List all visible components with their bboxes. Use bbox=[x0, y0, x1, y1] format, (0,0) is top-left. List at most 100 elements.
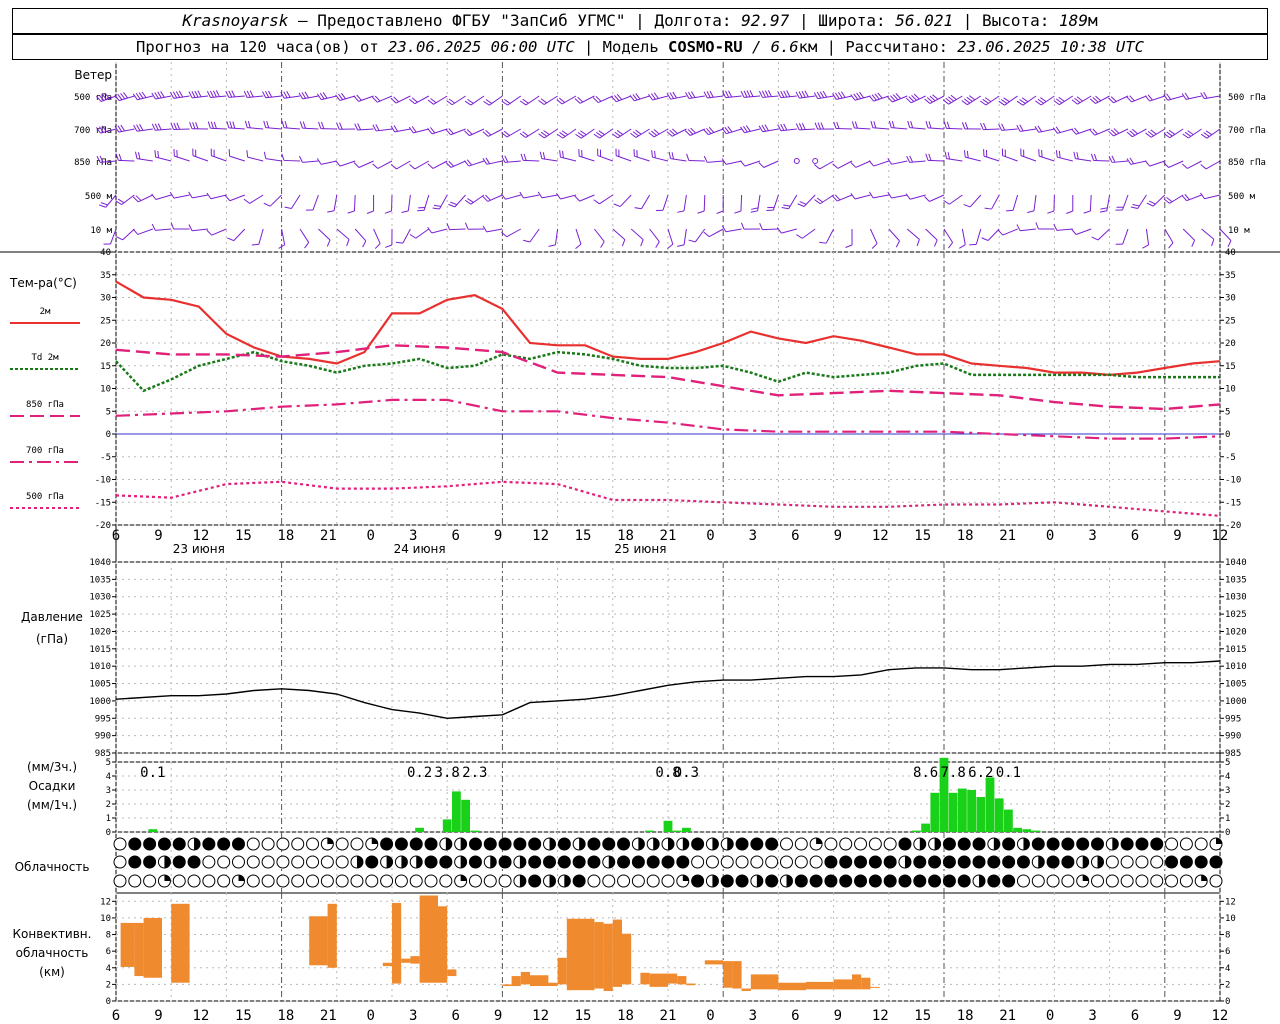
wind-barb-feather bbox=[466, 129, 473, 135]
precip-sum-label: 7.8 bbox=[941, 765, 966, 781]
x-tick-label-bottom: 18 bbox=[617, 1008, 634, 1024]
wind-barb-feather bbox=[99, 155, 104, 163]
precip-bar bbox=[672, 830, 682, 832]
wind-barb-feather bbox=[725, 90, 730, 98]
x-tick-label: 6 bbox=[1131, 528, 1139, 544]
cloud-cover-full bbox=[1002, 838, 1015, 850]
wind-barb bbox=[975, 228, 982, 245]
wind-barb-feather bbox=[213, 121, 217, 129]
wind-level-left: 500 м bbox=[85, 192, 113, 202]
cloud-cover-full bbox=[395, 838, 408, 850]
wind-barb-feather bbox=[268, 90, 273, 98]
wind-barb-feather bbox=[137, 152, 141, 160]
x-tick-label: 9 bbox=[494, 528, 502, 544]
wind-barb-feather bbox=[745, 125, 751, 132]
wind-barb-feather bbox=[319, 92, 325, 100]
wind-barb-feather bbox=[209, 90, 214, 98]
wind-barb-feather bbox=[944, 151, 948, 159]
cloud-cover-full bbox=[973, 856, 986, 868]
y-tick-label-left: 995 bbox=[95, 714, 111, 724]
wind-barb bbox=[1206, 128, 1221, 139]
wind-barb-feather bbox=[1055, 150, 1058, 158]
wind-barb bbox=[543, 95, 558, 105]
cloud-cover-circle bbox=[1061, 874, 1075, 888]
wind-barb-feather bbox=[372, 96, 378, 103]
wind-barb-feather bbox=[1168, 242, 1174, 249]
wind-barb-feather bbox=[684, 130, 691, 136]
y-tick-label-right: 1005 bbox=[1225, 680, 1247, 690]
y-tick-label-right: -15 bbox=[1225, 498, 1241, 508]
conv-cloud-bar bbox=[401, 958, 411, 963]
cloud-cover-partial bbox=[682, 838, 689, 850]
wind-barb-feather bbox=[1191, 240, 1196, 247]
wind-barb bbox=[118, 159, 135, 162]
wind-barb-feather bbox=[1055, 98, 1063, 104]
cloud-cover-partial bbox=[519, 875, 526, 887]
cloud-cover-circle bbox=[113, 837, 127, 851]
wind-barb-feather bbox=[433, 204, 442, 207]
wind-barb-feather bbox=[669, 92, 675, 99]
cloud-cover-full bbox=[528, 875, 541, 887]
wind-barb-feather bbox=[1147, 94, 1153, 101]
precip-sum-label: 3.8 bbox=[435, 765, 460, 781]
wind-barb bbox=[554, 228, 559, 245]
y-tick-label-left: -5 bbox=[100, 453, 111, 463]
wind-barb bbox=[312, 194, 319, 211]
cloud-cover-full bbox=[691, 838, 704, 850]
wind-barb-feather bbox=[887, 158, 892, 165]
wind-barb-feather bbox=[117, 125, 123, 132]
precip-bar bbox=[470, 830, 480, 832]
wind-barb-feather bbox=[1083, 210, 1091, 214]
conv-cloud-bar bbox=[171, 903, 190, 983]
wind-barb-feather bbox=[688, 91, 693, 99]
cloud-cover-partial bbox=[238, 875, 245, 881]
wind-barb-feather bbox=[347, 210, 355, 214]
wind-barb-feather bbox=[482, 196, 489, 202]
cloud-cover-full bbox=[987, 856, 1000, 868]
wind-barb-feather bbox=[1037, 98, 1044, 104]
wind-barb bbox=[891, 194, 908, 199]
wind-barb-feather bbox=[1126, 96, 1132, 103]
wind-barb-feather bbox=[206, 192, 212, 200]
wind-barb-feather bbox=[335, 160, 341, 167]
x-tick-label: 3 bbox=[749, 528, 757, 544]
wind-barb-feather bbox=[501, 100, 508, 106]
cloud-cover-circle bbox=[617, 874, 631, 888]
wind-barb bbox=[560, 194, 577, 200]
wind-barb bbox=[969, 194, 982, 208]
wind-barb-feather bbox=[192, 122, 196, 129]
cloud-cover-full bbox=[173, 838, 186, 850]
wind-barb-feather bbox=[393, 96, 400, 103]
wind-level-right: 850 гПа bbox=[1228, 158, 1266, 168]
wind-barb-feather bbox=[877, 92, 883, 99]
wind-barb-feather bbox=[833, 121, 837, 129]
wind-barb-feather bbox=[895, 93, 902, 99]
wind-barb bbox=[121, 194, 135, 206]
y-tick-label-right: 5 bbox=[1225, 407, 1230, 417]
wind-barb-feather bbox=[614, 95, 620, 101]
x-tick-label-bottom: 15 bbox=[914, 1008, 931, 1024]
wind-barb-feather bbox=[980, 122, 984, 130]
wind-barb-feather bbox=[104, 92, 110, 99]
wind-barb-feather bbox=[227, 237, 234, 242]
wind-barb bbox=[757, 194, 761, 211]
x-tick-label-bottom: 18 bbox=[277, 1008, 294, 1024]
pressure-title: Давление bbox=[21, 610, 83, 624]
conv-cloud-bar bbox=[852, 974, 862, 990]
wind-barb-feather bbox=[1200, 164, 1207, 170]
wind-barb-feather bbox=[908, 96, 915, 102]
cloud-cover-partial bbox=[164, 856, 171, 869]
wind-barb bbox=[1033, 194, 1037, 211]
cloud-cover-full bbox=[143, 856, 156, 868]
wind-barb-feather bbox=[966, 96, 973, 102]
wind-barb-feather bbox=[384, 210, 392, 214]
wind-barb-feather bbox=[1090, 153, 1095, 161]
wind-level-right: 700 гПа bbox=[1228, 126, 1266, 136]
wind-barb-feather bbox=[814, 122, 819, 130]
wind-level-left: 700 гПа bbox=[74, 126, 112, 136]
cloud-cover-partial bbox=[416, 856, 423, 868]
wind-barb-feather bbox=[116, 236, 123, 241]
y-tick-label-right: 40 bbox=[1225, 248, 1236, 258]
y-tick-label-right: 0 bbox=[1225, 828, 1230, 838]
model-label: Модель bbox=[602, 38, 668, 56]
